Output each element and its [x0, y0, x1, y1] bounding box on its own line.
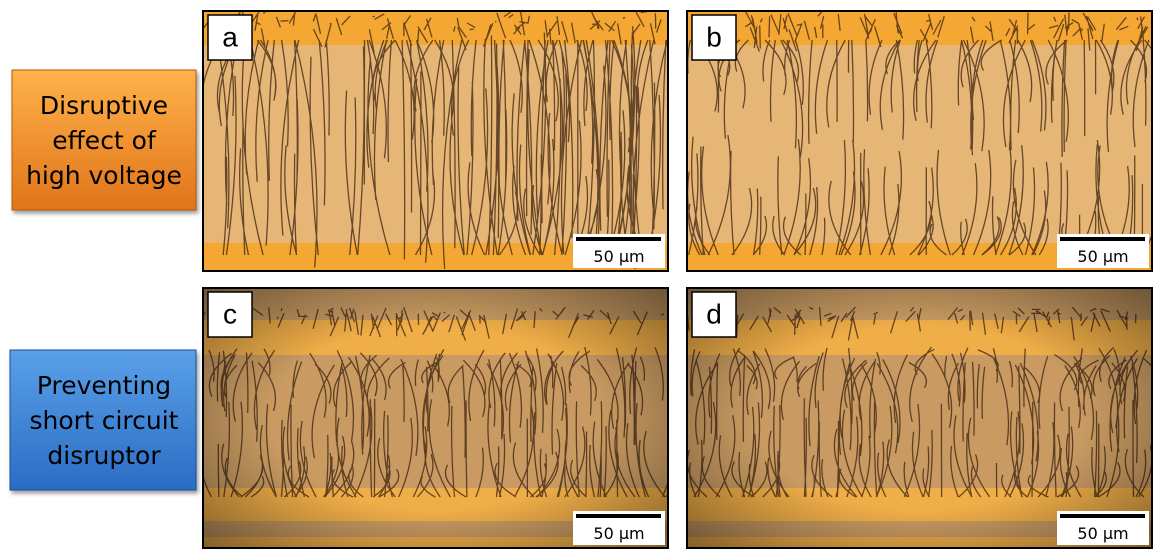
scale-bar-label: 50 µm [1077, 247, 1128, 266]
micrograph: d 50 µm [686, 287, 1153, 549]
panel-letter: b [706, 21, 722, 52]
row-label-line: disruptor [47, 441, 161, 470]
image [181, 10, 678, 272]
image [672, 10, 1153, 272]
scale-bar-label: 50 µm [593, 524, 644, 543]
scale-bar-label: 50 µm [593, 247, 644, 266]
page: {"row_labels": [["Disruptive", "effect o… [0, 0, 1153, 549]
panel-letter: c [223, 298, 237, 329]
vignette [686, 287, 1153, 549]
scale-bar-label: 50 µm [1077, 524, 1128, 543]
micrograph: a 50 µm [181, 10, 678, 272]
image [197, 287, 680, 549]
panel-letter: a [222, 21, 238, 52]
panel-letter: d [706, 298, 722, 329]
micrograph: b 50 µm [672, 10, 1153, 272]
row-label-line: Preventing [37, 371, 171, 400]
figure: Disruptive effect of high voltage Preventin… [0, 0, 1153, 549]
vignette [202, 287, 669, 549]
row-label-line: effect of [52, 126, 157, 155]
image [686, 287, 1153, 549]
row-label-line: short circuit [30, 406, 179, 435]
row-label-line: high voltage [26, 161, 182, 190]
micrograph: c 50 µm [197, 287, 680, 549]
row-label-line: Disruptive [40, 91, 168, 120]
